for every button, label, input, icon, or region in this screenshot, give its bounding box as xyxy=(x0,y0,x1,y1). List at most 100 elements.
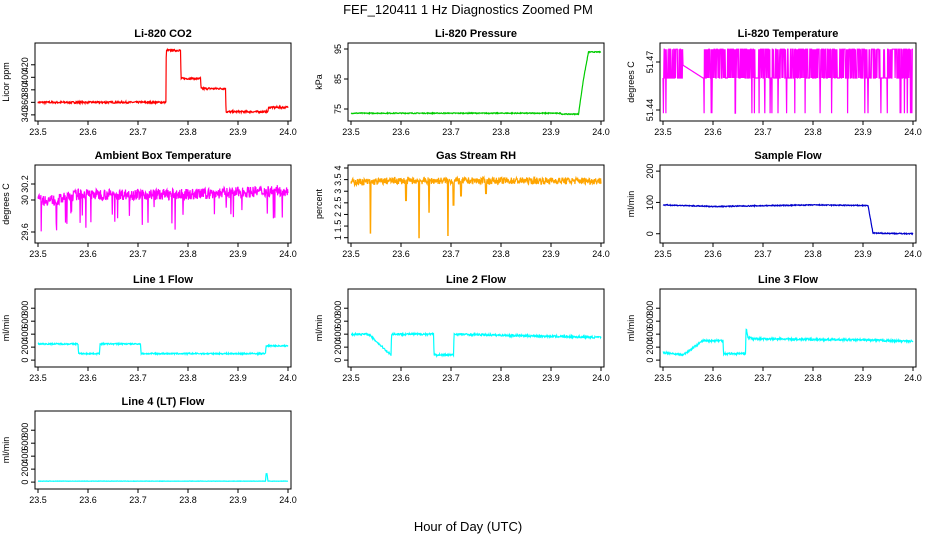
x-tick-label: 23.5 xyxy=(29,127,47,137)
y-axis-label: ml/min xyxy=(626,315,636,342)
x-tick-label: 24.0 xyxy=(904,373,922,383)
series-line-rh xyxy=(350,175,602,239)
x-tick-label: 23.8 xyxy=(179,373,197,383)
chart-title: Li-820 CO2 xyxy=(134,28,191,40)
series-line-pressure xyxy=(350,50,602,116)
plot-frame xyxy=(34,164,292,244)
x-tick-label: 24.0 xyxy=(279,249,297,259)
y-tick-label: 400 xyxy=(20,449,30,464)
y-tick-label: 51.47 xyxy=(645,51,655,74)
plot-frame xyxy=(347,288,605,368)
x-tick-label: 23.5 xyxy=(654,249,672,259)
y-tick-label: 30 xyxy=(20,195,30,205)
x-tick-label: 23.8 xyxy=(179,495,197,505)
y-tick-label: 85 xyxy=(333,74,343,84)
y-tick-label: 51.44 xyxy=(645,99,655,122)
y-tick-label: 420 xyxy=(20,57,30,72)
x-tick-label: 23.5 xyxy=(654,127,672,137)
y-tick-label: 1 xyxy=(333,235,343,240)
x-tick-label: 23.8 xyxy=(804,127,822,137)
y-tick-label: 0 xyxy=(20,358,30,363)
y-tick-label: 800 xyxy=(20,423,30,438)
y-axis-label: percent xyxy=(314,188,324,219)
y-tick-label: 800 xyxy=(645,301,655,316)
x-tick-label: 23.8 xyxy=(804,249,822,259)
plot-frame xyxy=(659,288,917,368)
y-tick-label: 200 xyxy=(20,340,30,355)
chart-sample: Sample Flow ml/min 23.5 23.6 23.7 23.8 23.9 24.… xyxy=(626,150,922,259)
chart-ambient: Ambient Box Temperature degrees C 23.5 23.6… xyxy=(1,150,297,259)
y-tick-label: 600 xyxy=(20,436,30,451)
series-line-co2 xyxy=(37,47,289,115)
chart-title: Line 4 (LT) Flow xyxy=(122,396,205,408)
x-tick-label: 23.7 xyxy=(754,373,772,383)
x-tick-label: 24.0 xyxy=(592,373,610,383)
x-tick-label: 23.9 xyxy=(229,127,247,137)
series-line-sample xyxy=(662,203,914,236)
x-tick-label: 23.6 xyxy=(704,249,722,259)
plot-frame xyxy=(34,410,292,490)
x-tick-label: 23.9 xyxy=(229,249,247,259)
y-tick-label: 0 xyxy=(645,231,655,236)
x-tick-label: 24.0 xyxy=(592,249,610,259)
y-tick-label: 340 xyxy=(20,107,30,122)
x-tick-label: 23.7 xyxy=(129,373,147,383)
y-axis-label: ml/min xyxy=(626,191,636,218)
chart-pressure: Li-820 Pressure kPa 23.5 23.6 23.7 23.8 23.9 24… xyxy=(314,28,610,137)
y-tick-label: 3 xyxy=(333,189,343,194)
chart-temp: Li-820 Temperature degrees C 23.5 23.6 23.7 2… xyxy=(626,28,922,137)
page-title: FEF_120411 1 Hz Diagnostics Zoomed PM xyxy=(343,2,593,17)
chart-line4: Line 4 (LT) Flow ml/min 23.5 23.6 23.7 23.8 23… xyxy=(1,396,297,505)
x-tick-label: 23.8 xyxy=(492,249,510,259)
chart-co2: Li-820 CO2 Licor ppm 23.5 23.6 23.7 23.8 23.9 2… xyxy=(1,28,297,137)
x-tick-label: 24.0 xyxy=(279,127,297,137)
y-tick-label: 360 xyxy=(20,95,30,110)
plot-frame xyxy=(659,164,917,244)
x-tick-label: 23.5 xyxy=(29,249,47,259)
y-axis-label: kPa xyxy=(314,74,324,90)
y-tick-label: 400 xyxy=(20,327,30,342)
y-tick-label: 100 xyxy=(645,195,655,210)
y-axis-label: ml/min xyxy=(1,437,11,464)
y-tick-label: 200 xyxy=(333,340,343,355)
x-tick-label: 24.0 xyxy=(279,373,297,383)
x-tick-label: 23.9 xyxy=(854,373,872,383)
x-tick-label: 23.6 xyxy=(79,127,97,137)
series-line-line1 xyxy=(37,341,289,357)
y-tick-label: 600 xyxy=(333,314,343,329)
chart-title: Line 2 Flow xyxy=(446,274,506,286)
x-tick-label: 23.7 xyxy=(129,249,147,259)
chart-title: Ambient Box Temperature xyxy=(95,150,232,162)
series-line-line4 xyxy=(37,472,289,483)
x-tick-label: 23.8 xyxy=(492,373,510,383)
chart-line2: Line 2 Flow ml/min 23.5 23.6 23.7 23.8 23.9 24.… xyxy=(314,274,610,383)
x-tick-label: 23.8 xyxy=(179,127,197,137)
x-tick-label: 24.0 xyxy=(904,249,922,259)
chart-title: Li-820 Temperature xyxy=(738,28,839,40)
y-tick-label: 95 xyxy=(333,44,343,54)
y-axis-label: Licor ppm xyxy=(1,62,11,102)
y-tick-label: 29.6 xyxy=(20,223,30,241)
y-tick-label: 200 xyxy=(645,164,655,179)
x-tick-label: 23.6 xyxy=(704,373,722,383)
x-tick-label: 23.7 xyxy=(754,249,772,259)
x-tick-label: 24.0 xyxy=(592,127,610,137)
x-tick-label: 23.5 xyxy=(29,495,47,505)
x-tick-label: 23.6 xyxy=(79,249,97,259)
x-tick-label: 23.9 xyxy=(854,249,872,259)
x-tick-label: 23.6 xyxy=(392,373,410,383)
chart-title: Line 3 Flow xyxy=(758,274,818,286)
y-tick-label: 75 xyxy=(333,104,343,114)
page-x-axis-label: Hour of Day (UTC) xyxy=(413,519,523,534)
x-tick-label: 23.6 xyxy=(392,127,410,137)
y-axis-label: ml/min xyxy=(1,315,11,342)
x-tick-label: 24.0 xyxy=(904,127,922,137)
x-tick-label: 23.8 xyxy=(804,373,822,383)
y-tick-label: 200 xyxy=(645,340,655,355)
series-line-temp xyxy=(662,48,913,114)
y-tick-label: 1.5 xyxy=(333,220,343,233)
y-tick-label: 400 xyxy=(20,70,30,85)
y-tick-label: 400 xyxy=(333,327,343,342)
